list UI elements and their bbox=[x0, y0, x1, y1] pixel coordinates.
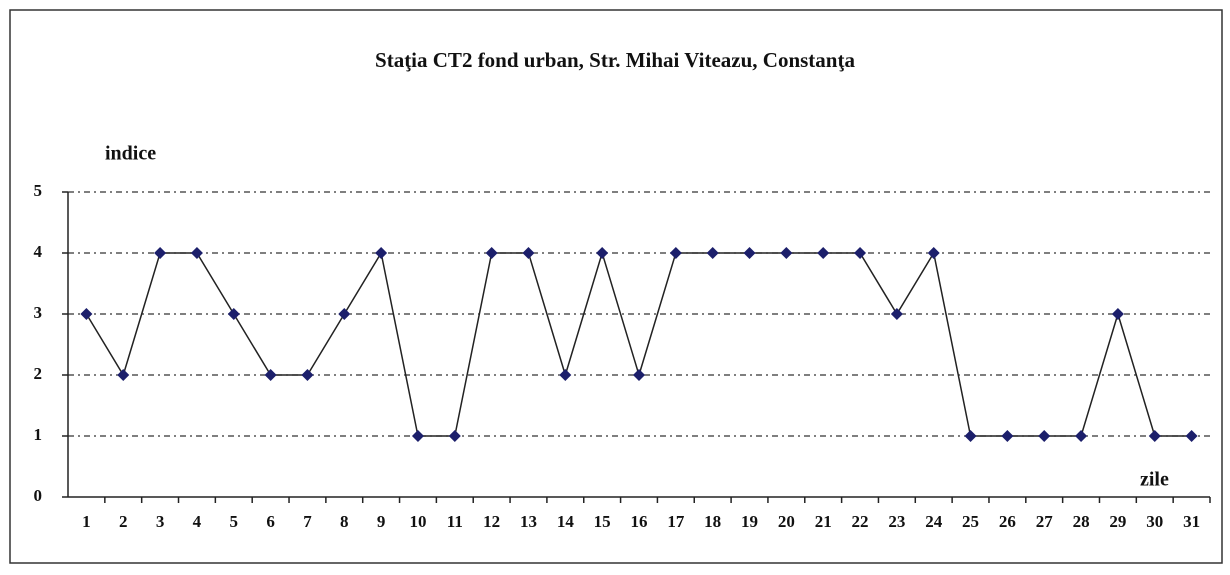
x-tick-label: 6 bbox=[266, 512, 275, 531]
data-point bbox=[964, 430, 977, 442]
x-tick-label: 1 bbox=[82, 512, 91, 531]
x-tick-label: 21 bbox=[815, 512, 832, 531]
data-point bbox=[706, 247, 719, 259]
x-tick-label: 10 bbox=[409, 512, 426, 531]
y-tick-label: 4 bbox=[34, 242, 43, 261]
data-point bbox=[559, 369, 572, 381]
data-point bbox=[117, 369, 130, 381]
x-tick-label: 28 bbox=[1073, 512, 1090, 531]
data-point bbox=[154, 247, 167, 259]
x-tick-label: 26 bbox=[999, 512, 1016, 531]
x-tick-label: 23 bbox=[888, 512, 905, 531]
data-point bbox=[1001, 430, 1014, 442]
data-point bbox=[927, 247, 940, 259]
x-tick-label: 14 bbox=[557, 512, 575, 531]
x-tick-label: 2 bbox=[119, 512, 128, 531]
data-point bbox=[375, 247, 388, 259]
data-point bbox=[780, 247, 793, 259]
data-point bbox=[227, 308, 240, 320]
data-line bbox=[85, 250, 1192, 437]
data-point bbox=[633, 369, 645, 381]
x-tick-label: 11 bbox=[447, 512, 463, 531]
y-tick-label: 2 bbox=[34, 364, 43, 383]
x-tick-label: 9 bbox=[377, 512, 386, 531]
x-tick-label: 18 bbox=[704, 512, 721, 531]
y-tick-label: 0 bbox=[34, 486, 43, 505]
x-tick-label: 20 bbox=[778, 512, 795, 531]
data-point bbox=[669, 247, 682, 259]
x-tick-label: 25 bbox=[962, 512, 979, 531]
x-axis-label: zile bbox=[1140, 469, 1169, 491]
chart-title: Staţia CT2 fond urban, Str. Mihai Viteaz… bbox=[375, 48, 855, 72]
data-point bbox=[301, 369, 314, 381]
x-tick-label: 19 bbox=[741, 512, 758, 531]
data-point bbox=[1075, 430, 1088, 442]
data-point bbox=[522, 247, 535, 259]
x-tick-label: 15 bbox=[594, 512, 611, 531]
y-tick-label: 3 bbox=[34, 303, 43, 322]
x-tick-label: 3 bbox=[156, 512, 165, 531]
x-tick-label: 29 bbox=[1109, 512, 1126, 531]
x-tick-label: 31 bbox=[1183, 512, 1200, 531]
y-tick-label: 1 bbox=[34, 425, 43, 444]
x-tick-label: 30 bbox=[1146, 512, 1163, 531]
x-tick-label: 8 bbox=[340, 512, 349, 531]
data-point bbox=[80, 308, 93, 320]
x-tick-label: 17 bbox=[667, 512, 685, 531]
x-tick-label: 27 bbox=[1036, 512, 1054, 531]
x-tick-label: 24 bbox=[925, 512, 943, 531]
y-tick-label: 5 bbox=[34, 181, 43, 200]
data-point bbox=[338, 308, 351, 320]
x-tick-label: 16 bbox=[631, 512, 648, 531]
x-tick-label: 12 bbox=[483, 512, 500, 531]
x-tick-label: 7 bbox=[303, 512, 312, 531]
data-point bbox=[817, 247, 830, 259]
data-point bbox=[1148, 430, 1161, 442]
data-point bbox=[1038, 430, 1051, 442]
x-tick-label: 13 bbox=[520, 512, 537, 531]
x-tick-label: 22 bbox=[852, 512, 869, 531]
data-point bbox=[1111, 308, 1124, 320]
data-point bbox=[596, 247, 609, 259]
data-point bbox=[743, 247, 756, 259]
y-axis-label: indice bbox=[105, 143, 156, 165]
data-point bbox=[264, 369, 277, 381]
x-tick-label: 5 bbox=[230, 512, 239, 531]
x-tick-label: 4 bbox=[193, 512, 202, 531]
data-point bbox=[448, 430, 461, 442]
data-point bbox=[890, 308, 903, 320]
data-point bbox=[411, 430, 424, 442]
data-point bbox=[190, 247, 203, 259]
data-point bbox=[485, 247, 498, 259]
data-point bbox=[1185, 430, 1198, 442]
chart-frame bbox=[9, 9, 1223, 564]
data-point bbox=[854, 247, 867, 259]
